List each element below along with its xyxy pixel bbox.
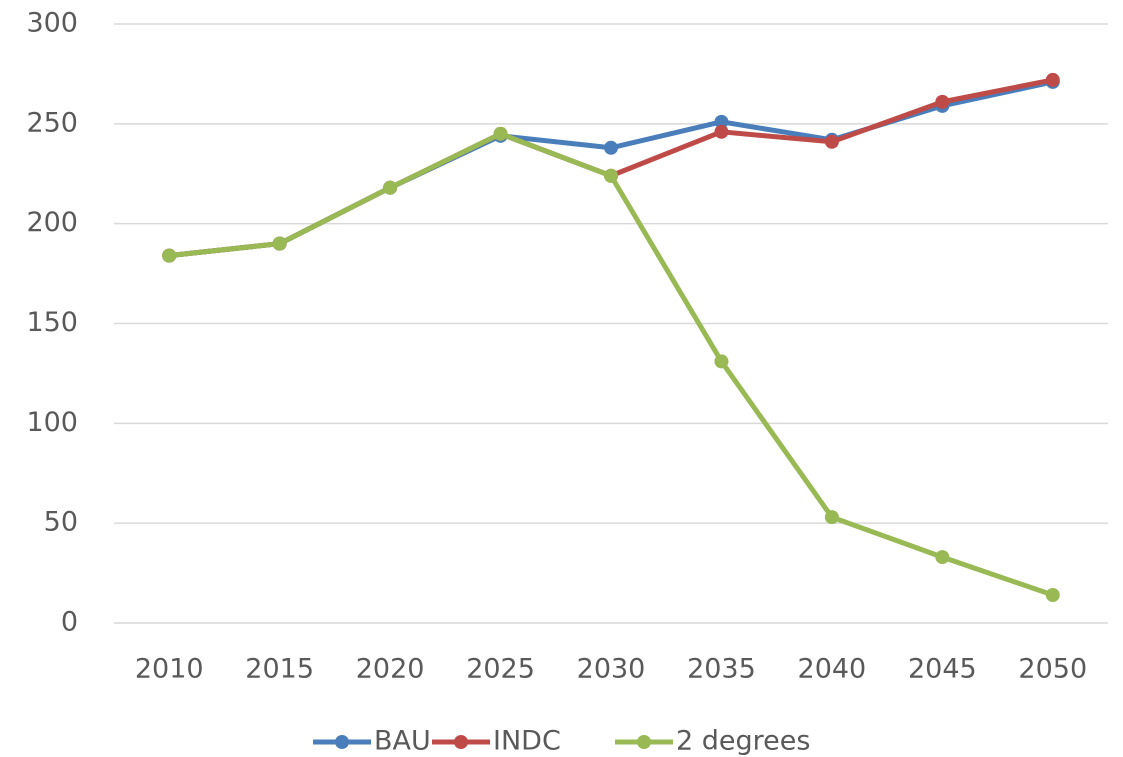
x-tick-label: 2025: [466, 654, 535, 685]
y-tick-label: 200: [26, 207, 78, 238]
x-tick-label: 2045: [908, 654, 977, 685]
data-point: [714, 124, 729, 139]
x-tick-label: 2035: [687, 654, 756, 685]
x-tick-label: 2040: [798, 654, 867, 685]
data-point: [604, 140, 618, 155]
y-tick-label: 250: [26, 107, 78, 138]
legend-label: BAU: [374, 726, 431, 757]
x-tick-label: 2050: [1018, 654, 1087, 685]
x-tick-label: 2020: [356, 654, 425, 685]
y-tick-label: 150: [26, 307, 78, 338]
data-point: [935, 550, 950, 565]
data-point: [162, 248, 177, 263]
y-tick-label: 100: [26, 407, 78, 438]
legend-marker: [454, 735, 468, 749]
data-point: [604, 168, 618, 183]
series-line: [168, 77, 1054, 259]
data-point: [493, 126, 508, 141]
data-point: [714, 114, 729, 129]
data-point: [1045, 72, 1060, 87]
y-tick-label: 300: [26, 8, 78, 39]
legend-label: INDC: [493, 726, 561, 757]
legend-marker: [335, 735, 349, 749]
data-point: [714, 354, 729, 369]
data-point: [824, 134, 839, 149]
data-point: [824, 510, 839, 525]
legend-label: 2 degrees: [676, 726, 810, 757]
data-point: [383, 180, 398, 195]
x-tick-label: 2015: [245, 654, 314, 685]
legend-marker: [637, 735, 651, 749]
series-line: [168, 131, 1054, 598]
data-point: [1045, 588, 1060, 603]
y-tick-label: 0: [61, 607, 78, 638]
x-tick-label: 2010: [135, 654, 204, 685]
x-tick-label: 2030: [577, 654, 646, 685]
y-tick-label: 50: [44, 507, 78, 538]
data-point: [935, 94, 950, 109]
data-point: [272, 236, 287, 251]
